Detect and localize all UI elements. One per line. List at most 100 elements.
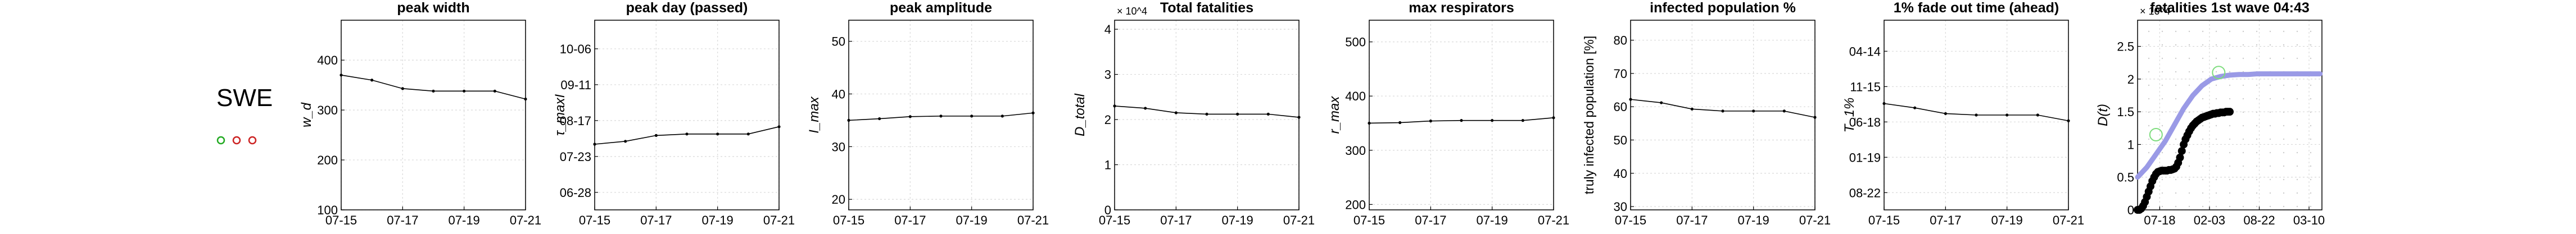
background-dot	[2242, 192, 2244, 194]
x-tick-label: 07-15	[325, 213, 357, 227]
background-dot	[2310, 84, 2312, 86]
axes-box	[594, 20, 780, 210]
background-dot	[2269, 44, 2271, 46]
x-tick-label: 07-19	[1222, 213, 1253, 227]
chart-3: 07-15 07-17 07-19 07-21 20 30 40 50 peak amplitu…	[807, 0, 1049, 227]
data-point	[1460, 119, 1463, 122]
data-point	[463, 89, 466, 93]
background-dot	[2188, 165, 2190, 167]
data-point	[593, 143, 596, 146]
background-dot	[2175, 44, 2177, 46]
background-dot	[2188, 30, 2190, 33]
background-dot	[2256, 178, 2258, 181]
x-tick-label: 07-15	[1099, 213, 1130, 227]
observed-point	[2177, 147, 2186, 155]
y-tick-label: 2	[2127, 72, 2134, 86]
background-dot	[2242, 178, 2244, 181]
country-label: SWE	[216, 84, 273, 112]
background-dot	[2215, 192, 2217, 194]
data-point	[1882, 102, 1886, 105]
background-dot	[2215, 57, 2217, 59]
x-tick-label: 07-19	[1477, 213, 1508, 227]
background-dot	[2161, 152, 2163, 154]
axis-multiplier: × 10^4	[2140, 6, 2170, 17]
background-dot	[2188, 57, 2190, 59]
y-tick-label: 40	[832, 87, 845, 101]
background-dot	[2283, 165, 2285, 167]
y-tick-label: 1	[1104, 158, 1111, 172]
background-dot	[2256, 125, 2258, 127]
data-point	[1297, 116, 1301, 119]
background-dot	[2161, 205, 2163, 208]
background-dot	[2175, 205, 2177, 208]
data-point	[1521, 119, 1524, 122]
chart-6: 07-15 07-17 07-19 07-21 30 40 50 60 70 80 infected…	[1582, 0, 1831, 227]
background-dot	[2269, 178, 2271, 181]
x-tick-label: 07-19	[1991, 213, 2023, 227]
background-dot	[2242, 44, 2244, 46]
background-dot	[2296, 192, 2298, 194]
y-axis-label: D_total	[1072, 93, 1088, 136]
background-dot	[2161, 71, 2163, 73]
y-tick-label: 40	[1614, 167, 1627, 181]
background-dot	[2310, 178, 2312, 181]
background-dot	[2229, 44, 2231, 46]
background-dot	[2188, 205, 2190, 208]
background-dot	[2283, 138, 2285, 140]
background-dot	[2175, 152, 2177, 154]
background-dot	[2161, 192, 2163, 194]
background-dot	[2175, 57, 2177, 59]
y-tick-label: 06-18	[1849, 115, 1881, 129]
data-point	[777, 125, 781, 129]
data-point	[370, 79, 374, 82]
y-tick-label: 1.5	[2117, 105, 2134, 119]
background-dot	[2202, 111, 2204, 113]
background-dot	[2269, 152, 2271, 154]
background-dot	[2229, 84, 2231, 86]
background-dot	[2215, 178, 2217, 181]
y-tick-label: 06-28	[560, 186, 591, 200]
y-tick-label: 11-15	[1850, 80, 1881, 94]
background-dot	[2202, 192, 2204, 194]
data-point	[1782, 109, 1786, 113]
background-dot	[2202, 44, 2204, 46]
background-dot	[2215, 30, 2217, 33]
background-dot	[2283, 111, 2285, 113]
x-tick-label: 07-17	[1676, 213, 1708, 227]
x-tick-label: 07-15	[1353, 213, 1385, 227]
background-dot	[2161, 84, 2163, 86]
data-point	[654, 134, 658, 137]
background-dot	[2256, 84, 2258, 86]
background-dot	[2256, 44, 2258, 46]
chart-title: peak amplitude	[890, 0, 992, 16]
y-axis-label: D(t)	[2095, 104, 2111, 126]
y-tick-label: 08-22	[1849, 186, 1881, 200]
data-point	[1144, 107, 1147, 110]
background-dot	[2283, 192, 2285, 194]
background-dot	[2283, 57, 2285, 59]
background-dot	[2310, 44, 2312, 46]
background-dot	[2256, 98, 2258, 100]
legend-dot	[248, 136, 257, 145]
y-tick-label: 09-11	[560, 78, 591, 92]
x-tick-label: 07-21	[1017, 213, 1049, 227]
background-dot	[2242, 57, 2244, 59]
background-dot	[2296, 165, 2298, 167]
background-dot	[2269, 111, 2271, 113]
background-dot	[2215, 98, 2217, 100]
data-point	[2067, 119, 2070, 122]
fit-curve	[2135, 71, 2323, 180]
background-dot	[2310, 57, 2312, 59]
x-tick-label: 07-21	[1283, 213, 1315, 227]
background-dot	[2229, 57, 2231, 59]
background-dot	[2296, 205, 2298, 208]
background-dot	[2269, 138, 2271, 140]
chart-title: max respirators	[1409, 0, 1514, 16]
background-dot	[2202, 205, 2204, 208]
observed-point	[2176, 153, 2184, 162]
background-dot	[2215, 205, 2217, 208]
y-tick-label: 07-23	[560, 150, 591, 164]
axes-box	[1114, 20, 1300, 210]
background-dot	[2215, 152, 2217, 154]
